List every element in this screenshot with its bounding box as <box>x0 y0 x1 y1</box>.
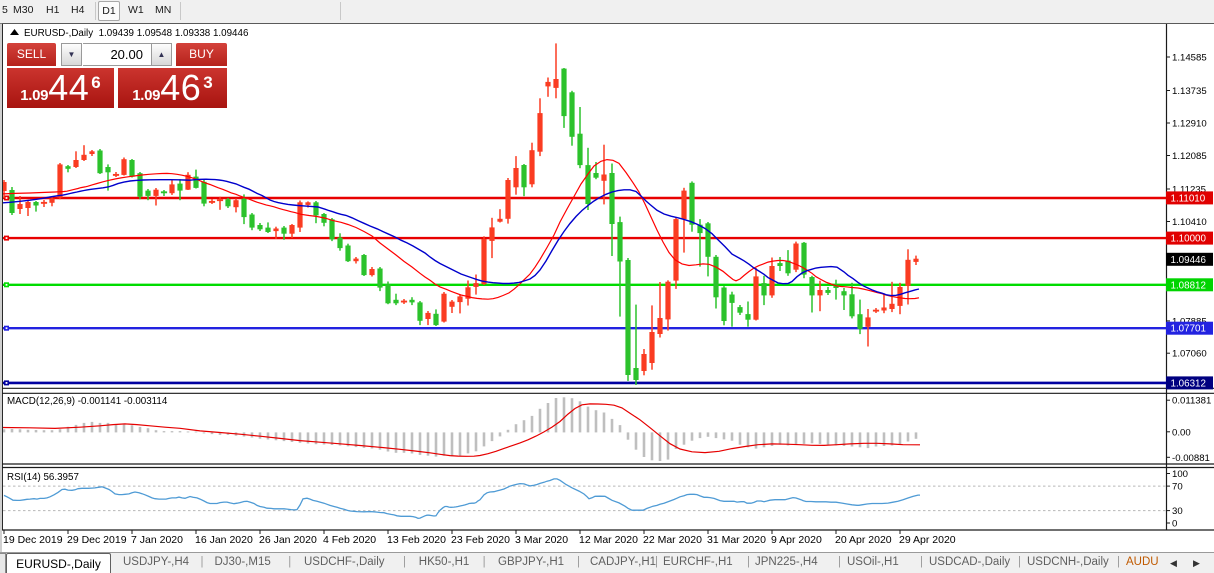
svg-text:13 Feb 2020: 13 Feb 2020 <box>387 534 446 546</box>
svg-text:0.00: 0.00 <box>1172 427 1191 438</box>
svg-text:1.07701: 1.07701 <box>1171 324 1206 335</box>
svg-text:1.10000: 1.10000 <box>1171 234 1207 245</box>
svg-text:1.08812: 1.08812 <box>1171 280 1206 291</box>
svg-text:-0.00881: -0.00881 <box>1172 453 1210 464</box>
svg-text:20 Apr 2020: 20 Apr 2020 <box>835 534 892 546</box>
svg-text:1.09446: 1.09446 <box>1171 255 1207 266</box>
svg-text:19 Dec 2019: 19 Dec 2019 <box>3 534 63 546</box>
svg-text:RSI(14) 56.3957: RSI(14) 56.3957 <box>7 472 79 483</box>
svg-text:16 Jan 2020: 16 Jan 2020 <box>195 534 253 546</box>
svg-text:4 Feb 2020: 4 Feb 2020 <box>323 534 376 546</box>
svg-text:23 Feb 2020: 23 Feb 2020 <box>451 534 510 546</box>
svg-text:31 Mar 2020: 31 Mar 2020 <box>707 534 766 546</box>
svg-text:1.10410: 1.10410 <box>1172 217 1207 228</box>
svg-text:1.12085: 1.12085 <box>1172 151 1207 162</box>
svg-text:7 Jan 2020: 7 Jan 2020 <box>131 534 183 546</box>
svg-text:1.06312: 1.06312 <box>1171 378 1206 389</box>
svg-text:26 Jan 2020: 26 Jan 2020 <box>259 534 317 546</box>
svg-text:30: 30 <box>1172 506 1183 517</box>
svg-text:1.07060: 1.07060 <box>1172 349 1207 360</box>
svg-text:29 Dec 2019: 29 Dec 2019 <box>67 534 127 546</box>
svg-text:MACD(12,26,9) -0.001141 -0.003: MACD(12,26,9) -0.001141 -0.003114 <box>7 396 168 407</box>
svg-text:3 Mar 2020: 3 Mar 2020 <box>515 534 568 546</box>
svg-text:0: 0 <box>1172 519 1177 530</box>
svg-text:9 Apr 2020: 9 Apr 2020 <box>771 534 822 546</box>
svg-text:EURUSD-,Daily 1.09439 1.09548: EURUSD-,Daily 1.09439 1.09548 1.09338 1.… <box>24 28 249 39</box>
svg-text:1.14585: 1.14585 <box>1172 53 1207 64</box>
svg-text:22 Mar 2020: 22 Mar 2020 <box>643 534 702 546</box>
svg-text:0.011381: 0.011381 <box>1172 396 1211 407</box>
svg-text:29 Apr 2020: 29 Apr 2020 <box>899 534 956 546</box>
svg-text:1.13735: 1.13735 <box>1172 86 1207 97</box>
svg-text:1.11235: 1.11235 <box>1172 185 1206 196</box>
svg-text:12 Mar 2020: 12 Mar 2020 <box>579 534 638 546</box>
svg-text:1.12910: 1.12910 <box>1172 119 1207 130</box>
svg-text:70: 70 <box>1172 482 1183 493</box>
svg-text:1.11010: 1.11010 <box>1171 193 1206 204</box>
svg-text:100: 100 <box>1172 469 1188 480</box>
